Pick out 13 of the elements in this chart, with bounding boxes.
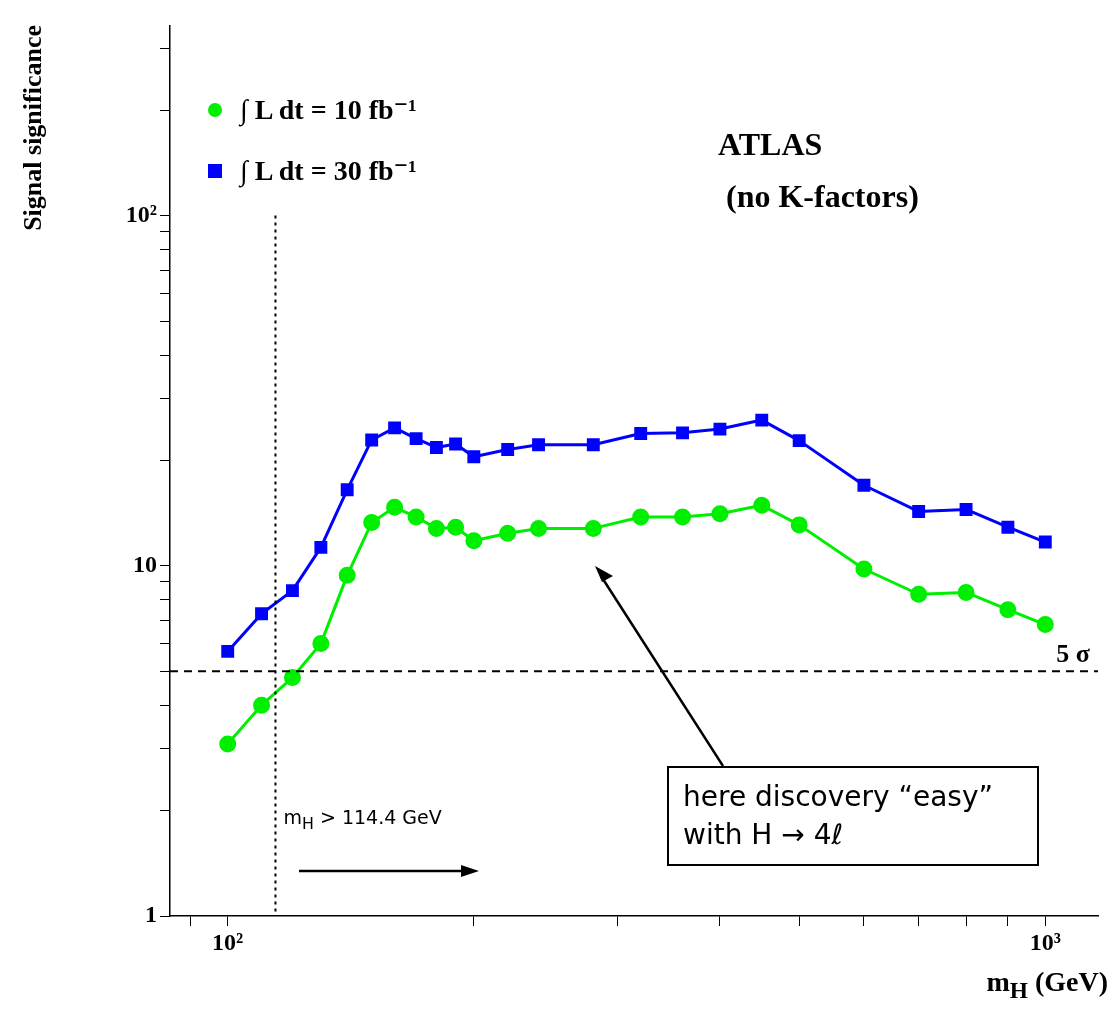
x-axis-title: m$_{H}$ (GeV): [986, 966, 1108, 1004]
y-tick-label: 10²: [125, 201, 157, 228]
legend-label: ∫ L dt = 10 fb⁻¹: [240, 93, 417, 126]
ref-line-label: m$_{H}$ > 114.4 GeV: [283, 806, 443, 833]
legend-label: ∫ L dt = 30 fb⁻¹: [240, 154, 417, 187]
annotation: (no K-factors): [726, 178, 919, 215]
annotation: here discovery “easy” with H → 4ℓ: [667, 765, 1040, 866]
y-tick-label: 1: [145, 901, 157, 928]
annotation: ATLAS: [718, 126, 823, 163]
ref-line-label: 5 σ: [1056, 639, 1090, 670]
y-tick-label: 10: [133, 551, 157, 578]
x-tick-label: 10³: [1029, 928, 1061, 955]
y-axis-title: Signal significance: [18, 25, 48, 232]
